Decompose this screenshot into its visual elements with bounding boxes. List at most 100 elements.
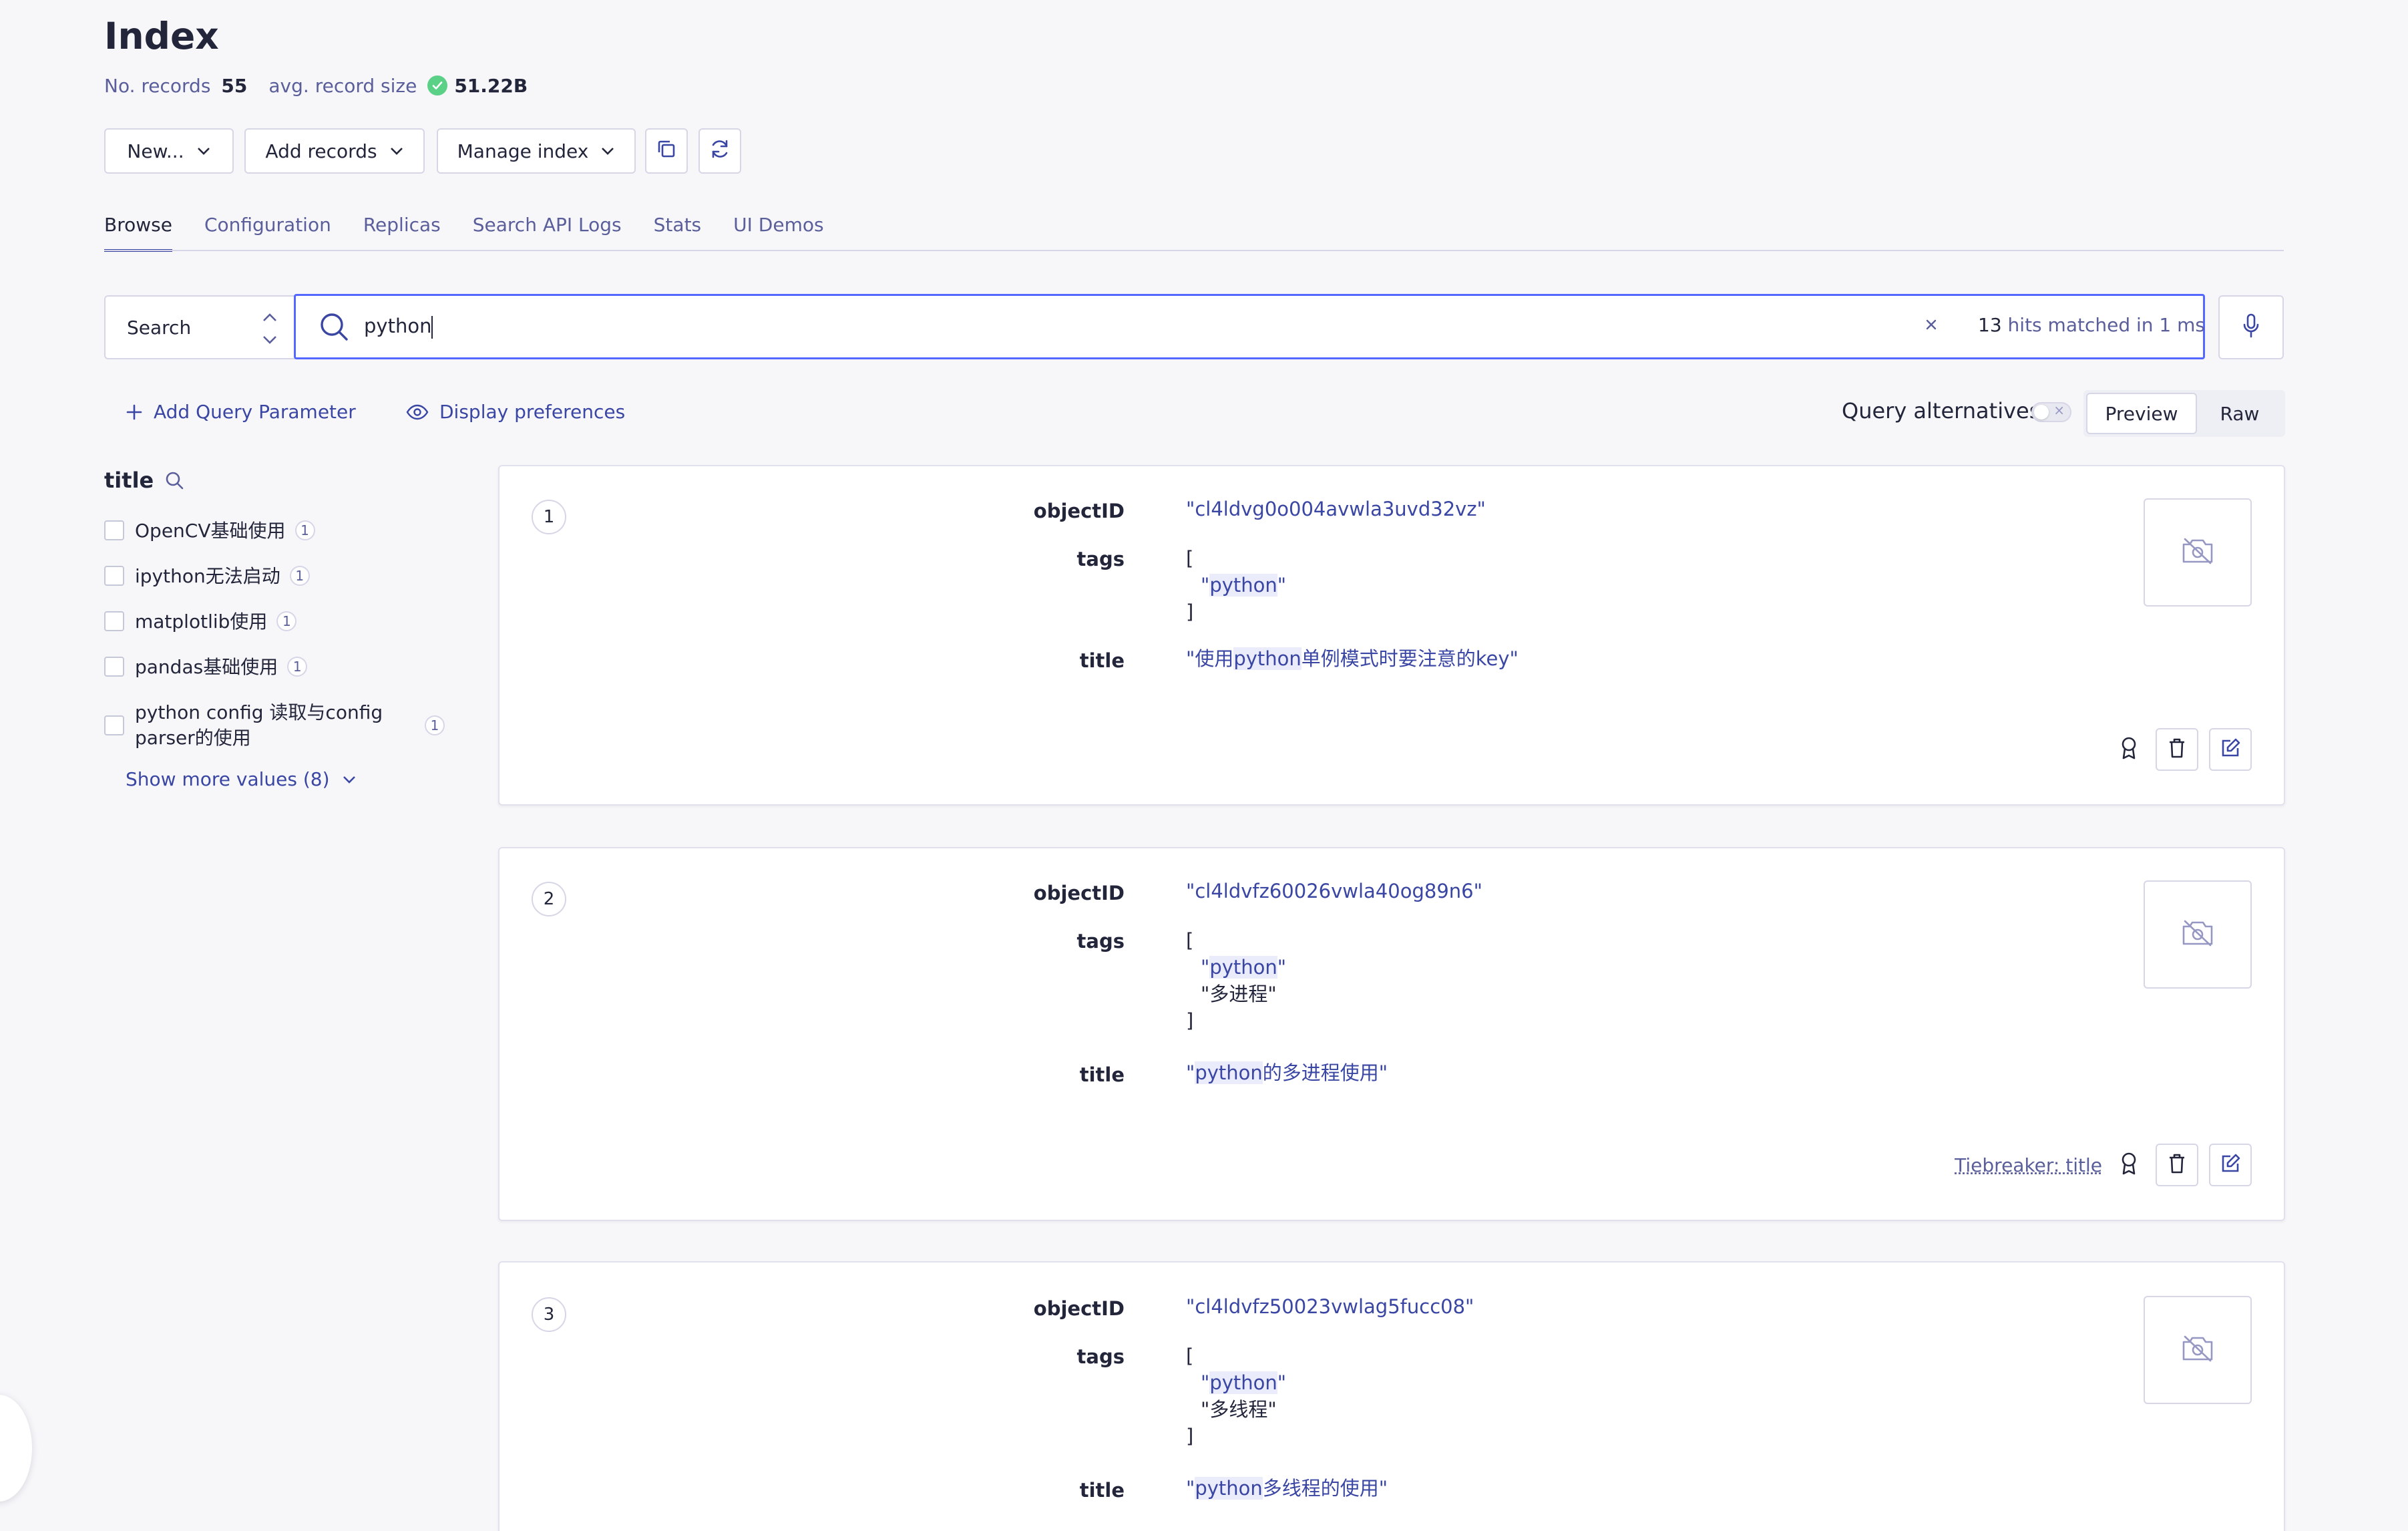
facet-checkbox[interactable] <box>104 715 124 735</box>
facet-label: python config 读取与config parser的使用 <box>135 701 383 749</box>
attr-title: title <box>1079 1479 1125 1502</box>
bracket-open: [ <box>1186 929 1194 952</box>
facet-item[interactable]: ipython无法启动 1 <box>104 564 465 589</box>
objectid-value: "cl4ldvfz60026vwla40og89n6" <box>1186 880 1482 902</box>
show-more-values-link[interactable]: Show more values (8) <box>126 768 357 790</box>
image-placeholder <box>2144 1296 2252 1404</box>
attr-objectid: objectID <box>1033 500 1125 522</box>
plus-icon <box>126 403 143 421</box>
tiebreaker-link[interactable]: Tiebreaker: title <box>1955 1154 2102 1176</box>
bracket-open: [ <box>1186 547 1194 570</box>
tags-value: [ "python" "多线程" ] <box>1186 1343 1286 1450</box>
query-alternatives-toggle[interactable]: × <box>2031 402 2071 422</box>
tag-item: "python" <box>1201 956 1287 979</box>
tab-search-api-logs[interactable]: Search API Logs <box>472 214 622 236</box>
add-query-parameter-link[interactable]: Add Query Parameter <box>126 401 356 423</box>
bracket-close: ] <box>1186 1009 1194 1032</box>
size-value: 51.22B <box>454 74 528 97</box>
title-value: "使用python单例模式时要注意的key" <box>1186 647 1519 670</box>
search-icon <box>319 311 349 342</box>
copy-icon <box>655 138 678 165</box>
no-image-icon <box>2181 1334 2214 1366</box>
manage-index-button[interactable]: Manage index <box>437 128 636 174</box>
tab-replicas[interactable]: Replicas <box>363 214 441 236</box>
add-records-button[interactable]: Add records <box>244 128 425 174</box>
refresh-button[interactable] <box>698 128 741 174</box>
chevron-down-icon <box>342 775 357 784</box>
pin-button[interactable] <box>2113 1144 2145 1186</box>
size-label: avg. record size <box>268 74 417 97</box>
new-button[interactable]: New... <box>104 128 234 174</box>
search-mode-select[interactable]: Search <box>104 295 295 359</box>
hits-summary: 13 hits matched in 1 ms <box>1978 314 2205 336</box>
search-mode-label: Search <box>127 316 192 339</box>
objectid-value: "cl4ldvg0o004avwla3uvd32vz" <box>1186 498 1486 520</box>
edit-icon <box>2220 1153 2241 1177</box>
help-widget[interactable] <box>0 1395 32 1502</box>
chevron-down-icon <box>196 146 211 156</box>
pin-button[interactable] <box>2113 728 2145 771</box>
facet-checkbox[interactable] <box>104 520 124 540</box>
tag-item: "python" <box>1201 574 1287 597</box>
facet-count: 1 <box>425 715 445 735</box>
index-stats: No. records 55 avg. record size 51.22B <box>104 72 528 99</box>
edit-record-button[interactable] <box>2209 728 2252 771</box>
copy-index-button[interactable] <box>645 128 688 174</box>
facet-item[interactable]: OpenCV基础使用 1 <box>104 518 465 544</box>
facet-label: OpenCV基础使用 <box>135 520 286 542</box>
check-icon <box>427 75 448 96</box>
title-value: "python多线程的使用" <box>1186 1477 1388 1500</box>
facet-item[interactable]: python config 读取与config parser的使用 1 <box>104 700 465 751</box>
facet-label: matplotlib使用 <box>135 611 268 633</box>
voice-search-button[interactable] <box>2218 295 2284 359</box>
tab-ui-demos[interactable]: UI Demos <box>733 214 824 236</box>
facet-count: 1 <box>287 657 308 677</box>
no-image-icon <box>2181 918 2214 951</box>
manage-index-label: Manage index <box>457 140 589 162</box>
hit-rank: 1 <box>532 500 566 534</box>
bracket-open: [ <box>1186 1345 1194 1367</box>
hit-rank: 2 <box>532 882 566 916</box>
hit-card: 1 objectID "cl4ldvg0o004avwla3uvd32vz" t… <box>498 465 2285 806</box>
facet-title: title <box>104 468 184 493</box>
tab-configuration[interactable]: Configuration <box>204 214 331 236</box>
tabs-divider <box>104 250 2284 251</box>
edit-icon <box>2220 737 2241 761</box>
display-preferences-label: Display preferences <box>439 401 626 423</box>
search-query-text: python <box>364 315 432 337</box>
close-icon[interactable] <box>1922 315 1941 334</box>
search-icon[interactable] <box>164 470 184 490</box>
facet-label: ipython无法启动 <box>135 565 280 587</box>
chevron-down-icon <box>600 146 615 156</box>
tab-browse[interactable]: Browse <box>104 214 172 252</box>
trash-icon <box>2168 737 2186 761</box>
view-raw-button[interactable]: Raw <box>2220 402 2260 425</box>
attr-tags: tags <box>1076 930 1125 953</box>
tab-stats[interactable]: Stats <box>653 214 702 236</box>
refresh-icon <box>708 137 732 166</box>
hits-suffix: hits matched in 1 ms <box>2007 314 2205 336</box>
edit-record-button[interactable] <box>2209 1144 2252 1186</box>
award-icon <box>2120 736 2138 763</box>
records-label: No. records <box>104 74 211 97</box>
facet-item[interactable]: pandas基础使用 1 <box>104 655 465 680</box>
display-preferences-link[interactable]: Display preferences <box>406 401 625 423</box>
facet-checkbox[interactable] <box>104 657 124 677</box>
delete-record-button[interactable] <box>2156 728 2198 771</box>
add-records-label: Add records <box>265 140 377 162</box>
index-tabs: Browse Configuration Replicas Search API… <box>104 204 856 252</box>
search-input[interactable]: python <box>364 315 433 339</box>
delete-record-button[interactable] <box>2156 1144 2198 1186</box>
page-title: Index <box>104 15 219 57</box>
records-value: 55 <box>221 74 248 97</box>
new-button-label: New... <box>127 140 184 162</box>
view-preview-button[interactable]: Preview <box>2086 393 2197 434</box>
facet-checkbox[interactable] <box>104 566 124 586</box>
tags-value: [ "python" ] <box>1186 545 1286 625</box>
facet-item[interactable]: matplotlib使用 1 <box>104 609 465 635</box>
image-placeholder <box>2144 498 2252 607</box>
search-box[interactable]: python <box>294 294 2205 359</box>
image-placeholder <box>2144 880 2252 989</box>
query-alternatives-label: Query alternatives <box>1842 398 2041 423</box>
facet-checkbox[interactable] <box>104 611 124 631</box>
